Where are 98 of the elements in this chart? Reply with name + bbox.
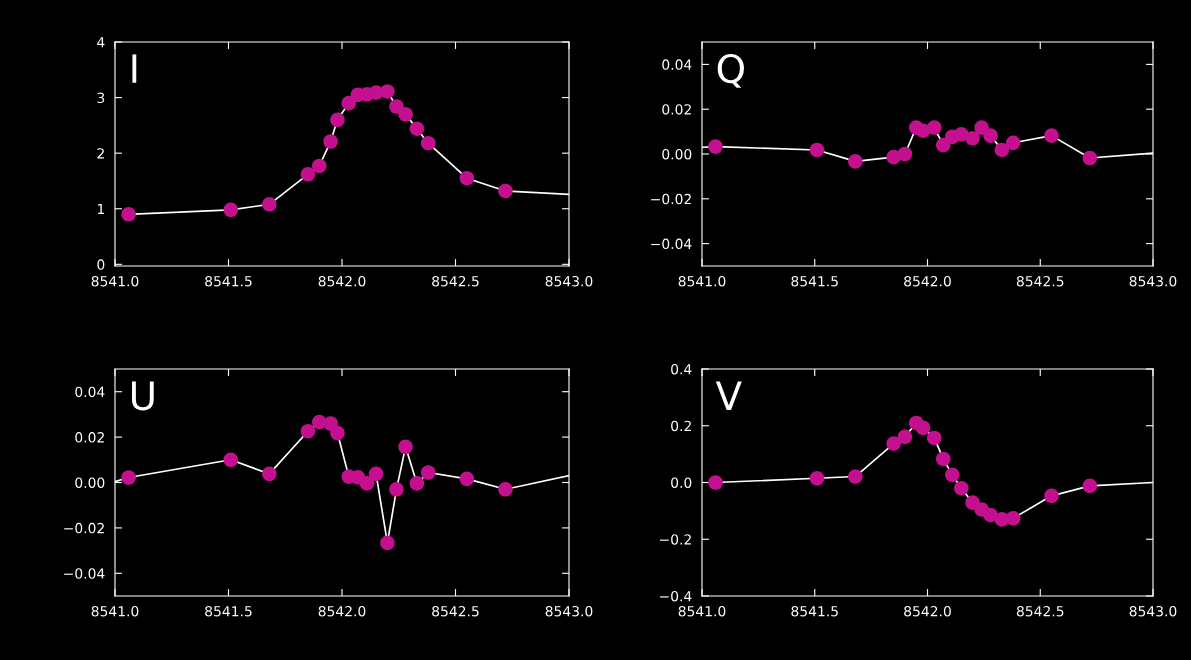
x-tick-label: 8543.0 [1129,605,1177,617]
point [926,120,942,135]
x-tick-label: 8541.5 [205,275,252,287]
point [300,423,316,439]
point [936,451,951,467]
point [323,134,338,149]
point [368,466,384,482]
point [994,142,1010,158]
point [897,146,913,162]
point [459,170,475,186]
point [262,466,277,482]
point [498,482,513,497]
x-tick-label: 8542.5 [1016,275,1064,287]
point [954,480,969,496]
point [926,430,942,446]
x-tick-label: 8541.0 [678,605,726,617]
point [983,128,998,143]
annotation: V [715,381,742,410]
y-tick-label: 2 [97,148,104,159]
y-tick-label: 3 [97,92,105,104]
point [223,202,239,218]
point [1005,510,1021,526]
y-tick-label: −0.02 [651,193,691,205]
y-tick-label: −0.02 [64,522,104,534]
point [409,121,425,136]
y-tick-label: 0.02 [662,104,691,115]
point [409,476,425,491]
x-tick-label: 8543.0 [545,605,593,617]
point [359,476,375,491]
point [380,84,395,99]
y-tick-label: 0.2 [671,420,691,432]
point [312,158,327,174]
x-tick-label: 8541.0 [91,275,139,287]
point [398,106,413,122]
y-tick-label: 0.02 [75,432,104,443]
y-tick-label: 4 [97,37,105,48]
y-tick-label: −0.4 [660,590,692,602]
point [459,471,475,487]
point [380,535,395,551]
x-tick-label: 8542.0 [318,605,366,617]
y-tick-label: 0.04 [662,59,692,70]
point [965,131,980,146]
point [708,139,723,154]
point [809,142,825,158]
point [341,95,357,111]
y-tick-label: 0.00 [662,148,692,160]
point [121,470,136,485]
x-tick-label: 8541.5 [791,605,838,617]
x-tick-label: 8541.0 [91,605,139,617]
x-tick-label: 8542.0 [318,275,366,287]
annotation: I [132,54,137,83]
y-tick-label: 0 [97,259,105,270]
point [223,452,239,468]
x-tick-label: 8541.5 [205,605,252,617]
y-tick-label: 1 [97,203,104,215]
point [389,482,404,497]
point [848,469,863,484]
point [398,439,413,455]
y-tick-label: −0.04 [64,568,105,579]
point [330,112,345,128]
point [420,465,436,480]
point [498,183,513,199]
y-tick-label: 0.0 [671,477,692,488]
x-tick-label: 8543.0 [1129,275,1177,287]
annotation: U [132,381,154,411]
x-tick-label: 8541.0 [678,275,726,287]
y-tick-label: −0.04 [651,238,692,250]
annotation: Q [717,53,744,88]
point [1082,478,1098,494]
point [1044,128,1059,143]
point [983,507,998,523]
point [262,197,277,212]
x-tick-label: 8542.0 [904,605,951,617]
point [1005,135,1021,151]
x-tick-label: 8542.5 [432,605,479,617]
x-tick-label: 8543.0 [545,275,593,287]
y-tick-label: 0.00 [75,477,105,488]
point [1082,150,1098,166]
point [300,167,316,182]
y-tick-label: −0.2 [660,534,691,545]
x-tick-label: 8541.5 [791,275,838,287]
point [330,425,345,441]
x-tick-label: 8542.5 [432,275,479,287]
y-tick-label: 0.4 [671,363,692,375]
point [915,420,931,436]
x-tick-label: 8542.0 [904,275,951,287]
point [420,135,436,151]
point [1044,488,1059,504]
point [848,154,863,169]
y-tick-label: 0.04 [75,386,105,398]
point [708,475,723,490]
point [886,436,901,451]
point [936,137,951,153]
x-tick-label: 8542.5 [1016,605,1064,617]
point [897,429,913,445]
point [121,207,136,222]
point [945,467,960,483]
point [809,470,825,486]
